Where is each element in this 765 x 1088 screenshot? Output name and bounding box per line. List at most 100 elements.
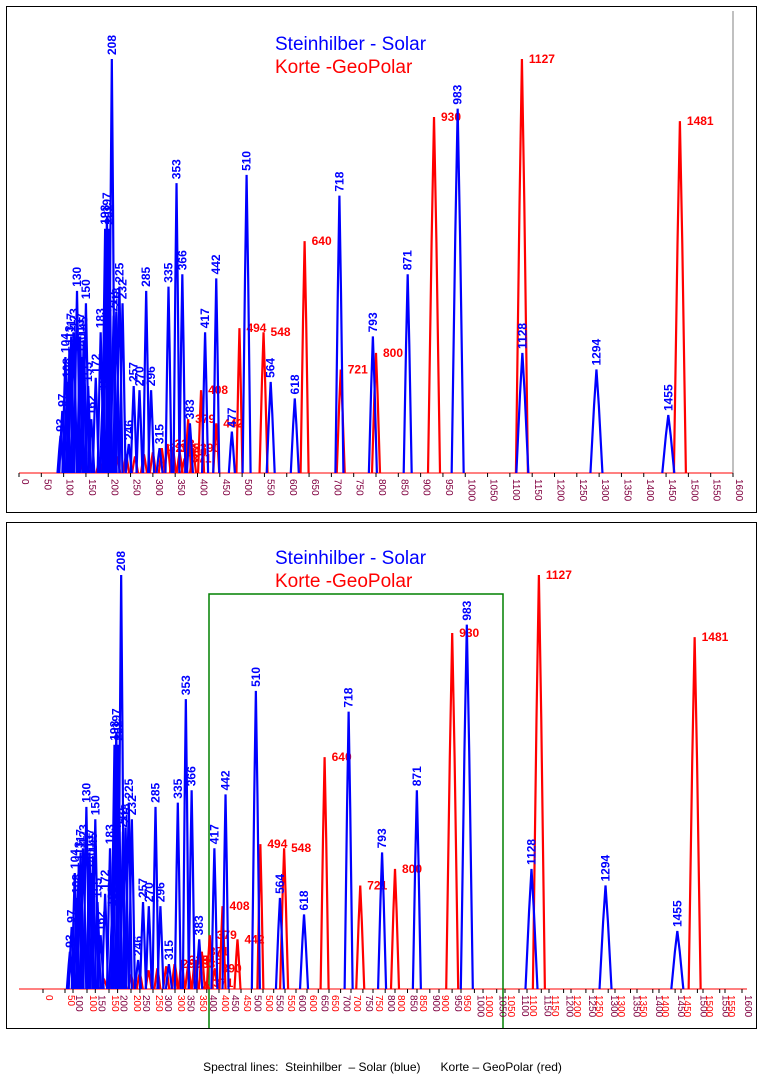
solar-peak [118, 303, 127, 474]
geopolar-peak-label: 930 [459, 626, 479, 640]
solar-peak [187, 790, 196, 990]
solar-peak-label: 793 [366, 312, 380, 332]
geopolar-axis-tick-label: 1300 [615, 995, 626, 1018]
x-axis-tick-label: 950 [443, 479, 454, 496]
geopolar-axis-tick-label: 900 [439, 995, 450, 1012]
x-axis-tick-label: 1150 [532, 479, 543, 501]
geopolar-peak-label: 1481 [687, 114, 714, 128]
geopolar-peak-label: 494 [267, 837, 287, 851]
geopolar-axis-tick-label: 1350 [637, 995, 648, 1018]
x-axis-tick-label: 100 [64, 479, 75, 496]
solar-peak [107, 58, 116, 474]
geopolar-axis-tick-label: 450 [241, 995, 252, 1012]
solar-axis-tick-label: 200 [118, 995, 129, 1012]
solar-peak-label: 366 [175, 250, 189, 270]
geopolar-axis-tick-label: 50 [65, 995, 76, 1007]
geopolar-peak [157, 448, 166, 474]
geopolar-axis-tick-label: 1450 [681, 995, 692, 1018]
x-axis-tick-label: 1500 [688, 479, 699, 502]
solar-peak [661, 414, 676, 474]
solar-axis-tick-label: 950 [452, 995, 463, 1012]
x-axis-tick-label: 800 [376, 479, 387, 496]
solar-peak-label: 353 [170, 159, 184, 179]
solar-peak-label: 983 [460, 600, 474, 620]
geopolar-peak [235, 328, 244, 474]
x-axis-tick-label: 1250 [577, 479, 588, 502]
x-axis-tick-label: 1000 [465, 479, 476, 502]
solar-axis-tick-label: 1600 [742, 995, 753, 1018]
solar-peak [402, 274, 413, 474]
x-axis-tick-label: 400 [198, 479, 209, 496]
solar-axis-tick-label: 250 [140, 995, 151, 1012]
x-axis-tick-label: 650 [309, 479, 320, 496]
solar-peak-label: 1294 [599, 854, 613, 881]
geopolar-axis-tick-label: 500 [263, 995, 274, 1012]
solar-axis-tick-label: 550 [274, 995, 285, 1012]
x-axis-tick-label: 600 [287, 479, 298, 496]
solar-peak [164, 964, 173, 990]
geopolar-axis-tick-label: 650 [329, 995, 340, 1012]
legend-top: Steinhilber - Solar Korte -GeoPolar [275, 33, 426, 79]
solar-peak [155, 448, 164, 474]
solar-peak-label: 246 [131, 936, 145, 956]
solar-peak-label: 315 [162, 940, 176, 960]
x-axis-tick-label: 300 [153, 479, 164, 496]
solar-axis-tick-label: 750 [363, 995, 374, 1012]
geopolar-peak [389, 868, 401, 990]
solar-peak [129, 386, 138, 474]
geopolar-axis-tick-label: 100 [87, 995, 98, 1012]
geopolar-peak [672, 121, 687, 474]
solar-peak-label: 130 [70, 266, 84, 286]
x-axis-tick-label: 550 [264, 479, 275, 496]
solar-peak-label: 296 [144, 366, 158, 386]
x-axis-tick-label: 250 [131, 479, 142, 496]
solar-peak-label: 246 [122, 420, 136, 440]
geopolar-axis-tick-label: 850 [417, 995, 428, 1012]
solar-peak [178, 274, 187, 474]
solar-peak-label: 145 [86, 832, 100, 852]
x-axis-tick-label: 1100 [510, 479, 521, 501]
solar-peak-label: 193 [107, 720, 121, 740]
solar-peak [298, 914, 310, 990]
geopolar-axis-tick-label: 200 [131, 995, 142, 1012]
solar-peak [343, 711, 354, 990]
solar-peak-label: 257 [136, 878, 150, 898]
geopolar-axis-tick-label: 550 [285, 995, 296, 1012]
solar-peak [79, 340, 88, 474]
solar-axis-tick-label: 1300 [608, 995, 619, 1018]
solar-peak [221, 794, 230, 990]
geopolar-axis-tick-label: 1250 [593, 995, 604, 1018]
solar-peak [88, 856, 98, 990]
solar-peak-label: 1455 [661, 384, 675, 411]
solar-axis-tick-label: 1400 [653, 995, 664, 1018]
solar-peak-label: 104 [58, 333, 72, 353]
geopolar-peak [687, 637, 702, 990]
solar-peak [138, 902, 148, 990]
solar-peak-label: 442 [219, 770, 233, 790]
legend-solar: Steinhilber - Solar [275, 548, 427, 569]
x-axis-tick-label: 1300 [599, 479, 610, 502]
solar-peak [142, 290, 151, 474]
solar-peak-label: 871 [401, 250, 415, 270]
solar-axis-tick-label: 1200 [564, 995, 575, 1018]
solar-peak-label: 104 [68, 849, 82, 869]
solar-peak-label: 510 [240, 151, 254, 171]
legend-geopolar: Korte -GeoPolar [275, 57, 413, 78]
solar-axis-tick-label: 1150 [541, 995, 552, 1017]
legend-solar: Steinhilber - Solar [275, 34, 427, 55]
solar-peak-label: 137 [73, 312, 87, 332]
solar-peak-label: 137 [83, 828, 97, 848]
solar-peak-label: 1294 [589, 338, 603, 365]
x-axis-tick-label: 700 [331, 479, 342, 496]
solar-peak-label: 871 [410, 766, 424, 786]
legend-bottom: Steinhilber - Solar Korte -GeoPolar [275, 547, 426, 593]
geopolar-peak-label: 800 [402, 862, 422, 876]
solar-peak [156, 906, 165, 990]
solar-peak [367, 336, 378, 474]
solar-peak-label: 383 [183, 399, 197, 419]
solar-axis-tick-label: 1450 [675, 995, 686, 1018]
x-axis-tick-label: 0 [19, 479, 30, 485]
solar-peak-label: 225 [112, 262, 126, 282]
geopolar-axis-tick-label: 1000 [483, 995, 494, 1018]
